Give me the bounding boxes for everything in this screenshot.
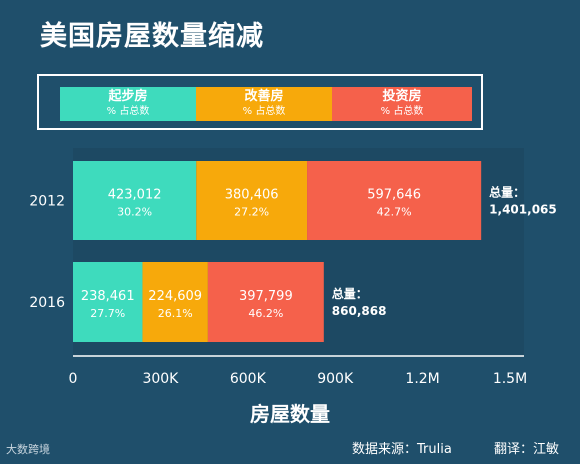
data-label: 423,012 xyxy=(108,188,162,203)
percent-label: 27.7% xyxy=(90,307,125,320)
x-tick-label: 300K xyxy=(142,371,179,387)
total-value: 860,868 xyxy=(332,304,387,318)
bar-segment xyxy=(307,161,482,240)
bar-segment xyxy=(142,262,208,342)
x-tick-label: 1.5M xyxy=(493,371,527,387)
category-label: 2016 xyxy=(29,295,65,311)
bar-segment xyxy=(73,262,143,342)
percent-label: 42.7% xyxy=(377,206,412,219)
percent-label: 26.1% xyxy=(158,307,193,320)
x-tick-label: 1.2M xyxy=(405,371,439,387)
data-label: 238,461 xyxy=(81,289,135,304)
legend-sublabel: % 占总数 xyxy=(106,106,150,117)
legend-label: 起步房 xyxy=(108,89,148,104)
data-label: 224,609 xyxy=(148,289,202,304)
total-label: 总量： xyxy=(489,185,525,200)
x-tick-label: 900K xyxy=(317,371,354,387)
legend-item-starter: 起步房 % 占总数 xyxy=(60,87,196,121)
percent-label: 27.2% xyxy=(234,206,269,219)
legend-item-upgrade: 改善房 % 占总数 xyxy=(196,87,332,121)
legend-label: 投资房 xyxy=(382,89,422,104)
category-label: 2012 xyxy=(29,194,65,210)
legend-item-investment: 投资房 % 占总数 xyxy=(332,87,472,121)
legend: 起步房 % 占总数 改善房 % 占总数 投资房 % 占总数 xyxy=(37,74,483,130)
percent-label: 30.2% xyxy=(117,206,152,219)
total-value: 1,401,065 xyxy=(489,203,557,217)
bar-segment xyxy=(207,262,324,342)
footer-source: 数据来源：Trulia xyxy=(352,442,452,457)
footer-translator: 翻译：江敏 xyxy=(494,442,560,457)
legend-sublabel: % 占总数 xyxy=(242,106,286,117)
chart-title: 美国房屋数量缩减 xyxy=(40,21,264,52)
percent-label: 46.2% xyxy=(248,307,283,320)
data-label: 380,406 xyxy=(225,188,279,203)
bar-segment xyxy=(73,161,197,240)
footer-logo: 大数跨境 xyxy=(6,443,50,456)
total-label: 总量： xyxy=(332,286,368,301)
bar-segment xyxy=(196,161,308,240)
data-label: 597,646 xyxy=(367,188,421,203)
stacked-bar-chart: 2012 2016 423,012 30.2% 380,406 27.2% 597,646 4… xyxy=(29,161,557,387)
legend-label: 改善房 xyxy=(244,89,284,104)
x-tick-label: 0 xyxy=(69,371,78,387)
data-label: 397,799 xyxy=(239,289,293,304)
x-axis-label: 房屋数量 xyxy=(250,402,330,426)
legend-sublabel: % 占总数 xyxy=(380,106,424,117)
x-tick-label: 600K xyxy=(230,371,267,387)
